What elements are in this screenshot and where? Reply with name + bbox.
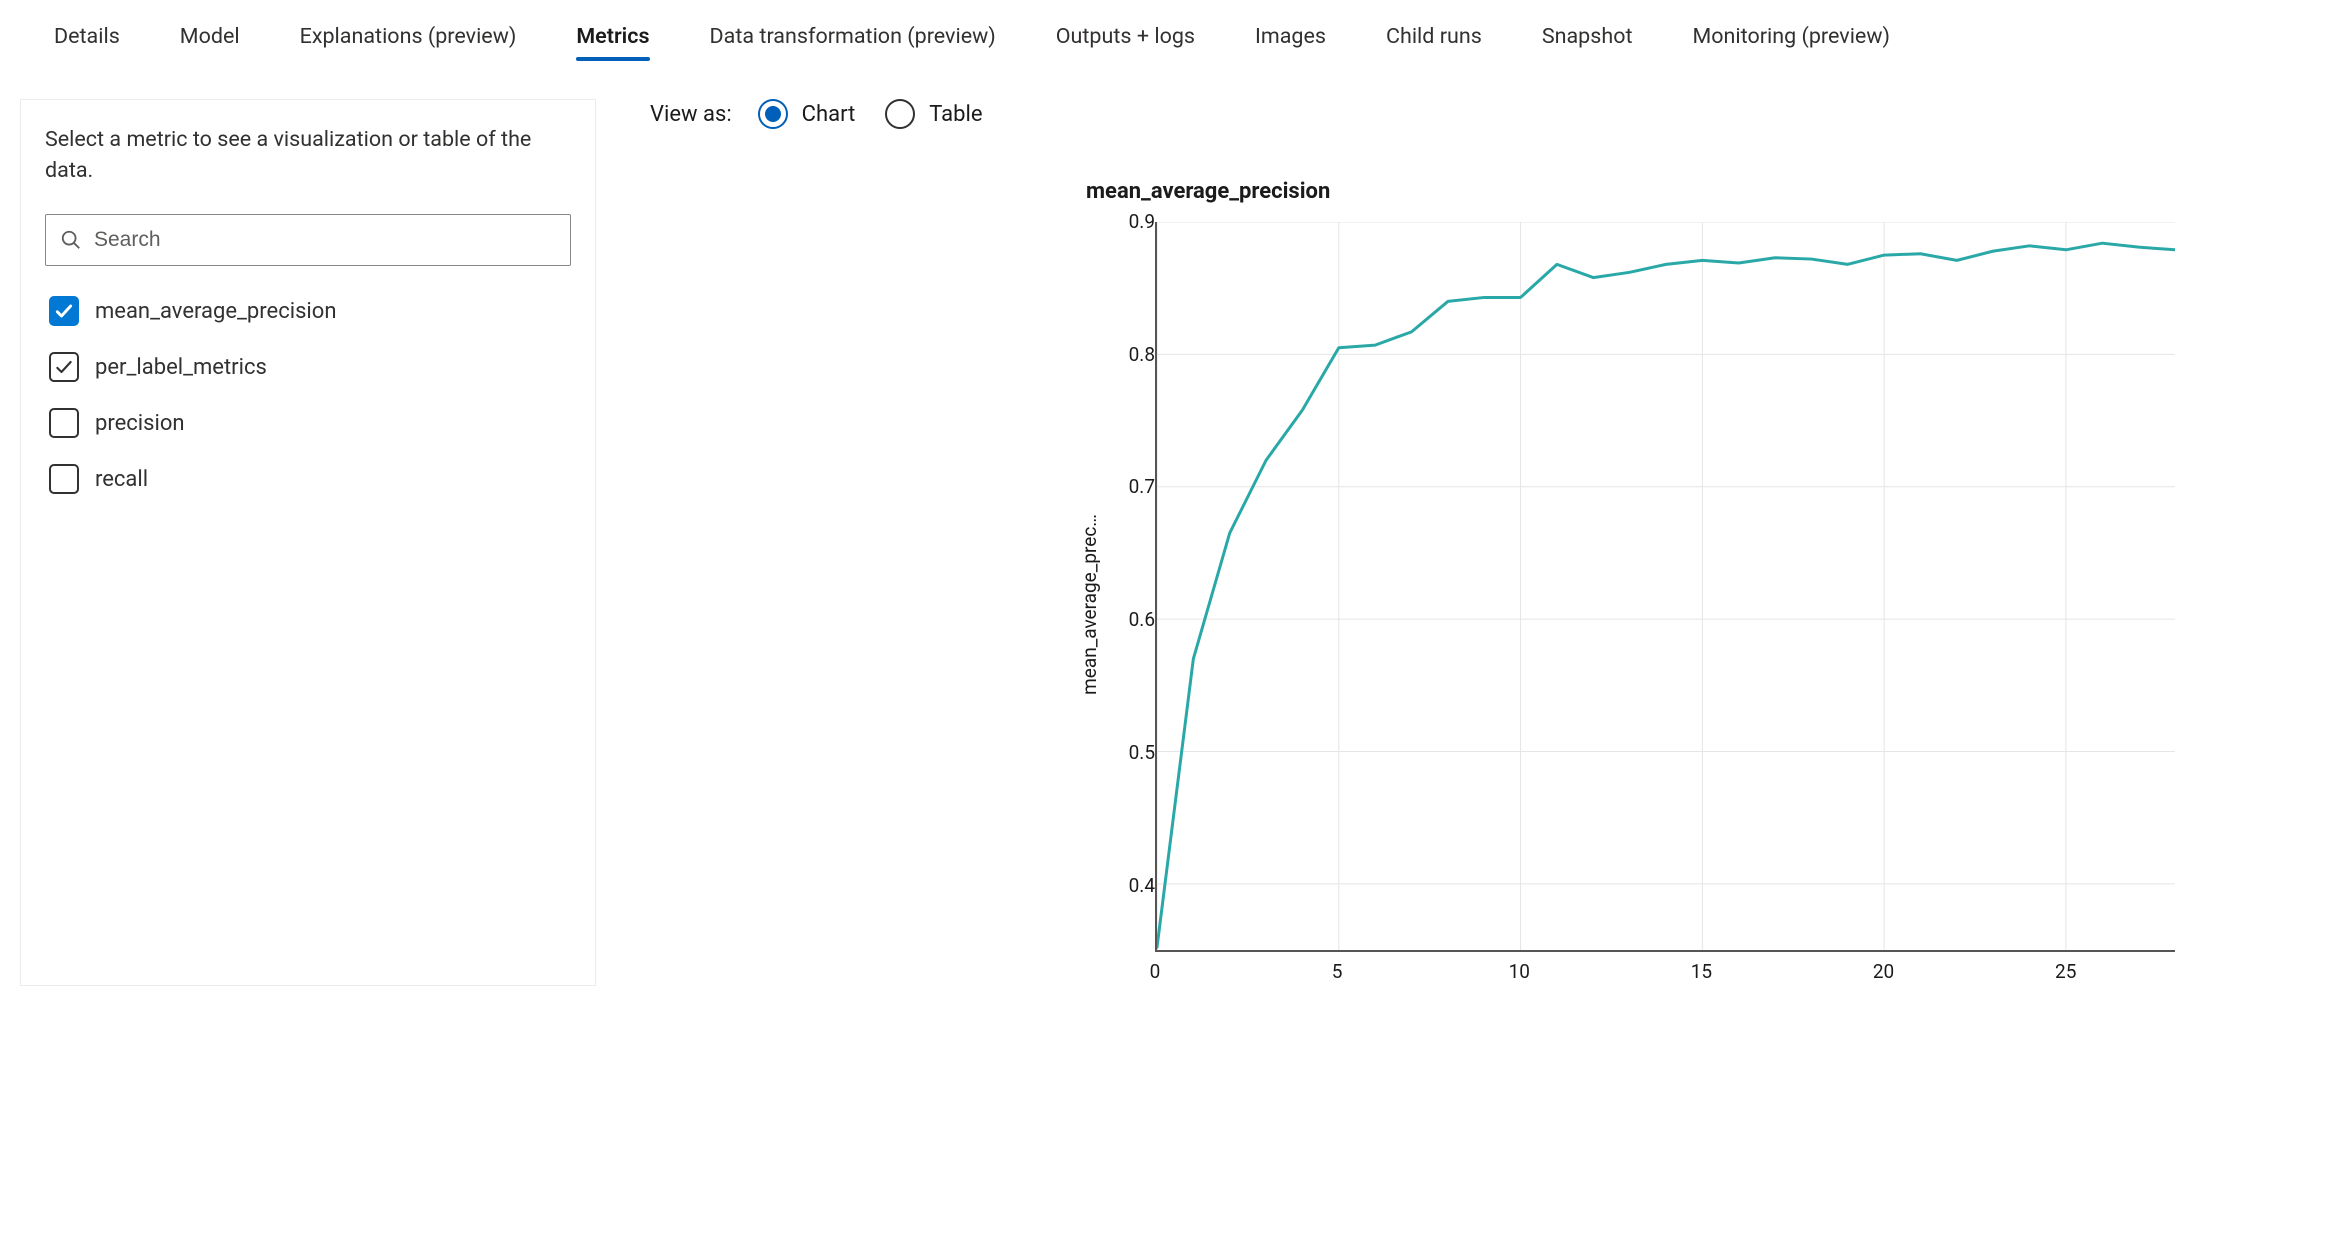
xtick-label: 20 bbox=[1873, 960, 1894, 983]
search-icon bbox=[60, 229, 82, 251]
ytick-label: 0.7 bbox=[1129, 475, 1155, 498]
xtick-label: 15 bbox=[1691, 960, 1712, 983]
view-as-table[interactable]: Table bbox=[885, 99, 982, 129]
tab-images[interactable]: Images bbox=[1225, 12, 1356, 67]
radio-label: Chart bbox=[802, 102, 856, 127]
tab-child-runs[interactable]: Child runs bbox=[1356, 12, 1512, 67]
ytick-label: 0.9 bbox=[1129, 210, 1155, 233]
view-as-group: View as: Chart Table bbox=[644, 99, 2322, 129]
search-input-wrapper[interactable] bbox=[45, 214, 571, 266]
tab-details[interactable]: Details bbox=[24, 12, 150, 67]
metric-item-precision[interactable]: precision bbox=[49, 408, 571, 438]
checkbox-precision[interactable] bbox=[49, 408, 79, 438]
view-as-chart[interactable]: Chart bbox=[758, 99, 856, 129]
metric-label: per_label_metrics bbox=[95, 355, 267, 380]
chart-xticks: 0510152025 bbox=[1155, 952, 2175, 986]
search-input[interactable] bbox=[82, 227, 556, 253]
metric-label: recall bbox=[95, 467, 148, 492]
chart-plot-area[interactable] bbox=[1155, 222, 2175, 952]
chart-title: mean_average_precision bbox=[1086, 179, 2322, 204]
xtick-label: 0 bbox=[1150, 960, 1161, 983]
chart-ylabel: mean_average_prec… bbox=[1074, 514, 1105, 695]
tab-model[interactable]: Model bbox=[150, 12, 270, 67]
metric-item-recall[interactable]: recall bbox=[49, 464, 571, 494]
checkbox-mean_average_precision[interactable] bbox=[49, 296, 79, 326]
radio-table[interactable] bbox=[885, 99, 915, 129]
checkbox-recall[interactable] bbox=[49, 464, 79, 494]
tab-metrics[interactable]: Metrics bbox=[546, 12, 679, 67]
metric-label: precision bbox=[95, 411, 185, 436]
checkbox-per_label_metrics[interactable] bbox=[49, 352, 79, 382]
metric-label: mean_average_precision bbox=[95, 299, 336, 324]
view-as-options: Chart Table bbox=[758, 99, 983, 129]
metric-list: mean_average_precision per_label_metricsp… bbox=[45, 292, 571, 494]
metrics-sidebar: Select a metric to see a visualization o… bbox=[20, 99, 596, 986]
tab-data-transformation-preview[interactable]: Data transformation (preview) bbox=[680, 12, 1026, 67]
tabs-bar: DetailsModelExplanations (preview)Metric… bbox=[0, 0, 2346, 67]
chart-yticks: 0.90.80.70.60.50.4 bbox=[1105, 222, 1155, 952]
tab-explanations-preview[interactable]: Explanations (preview) bbox=[270, 12, 547, 67]
chart-panel: mean_average_precision mean_average_prec… bbox=[1074, 179, 2322, 986]
radio-chart[interactable] bbox=[758, 99, 788, 129]
sidebar-description: Select a metric to see a visualization o… bbox=[45, 124, 571, 186]
ytick-label: 0.5 bbox=[1129, 741, 1155, 764]
tab-outputs-logs[interactable]: Outputs + logs bbox=[1026, 12, 1225, 67]
tab-monitoring-preview[interactable]: Monitoring (preview) bbox=[1662, 12, 1919, 67]
tab-snapshot[interactable]: Snapshot bbox=[1512, 12, 1663, 67]
view-as-label: View as: bbox=[650, 102, 732, 127]
metric-item-per_label_metrics[interactable]: per_label_metrics bbox=[49, 352, 571, 382]
radio-label: Table bbox=[929, 102, 982, 127]
xtick-label: 25 bbox=[2055, 960, 2076, 983]
ytick-label: 0.4 bbox=[1129, 874, 1155, 897]
chart-line bbox=[1157, 222, 2175, 950]
xtick-label: 5 bbox=[1332, 960, 1343, 983]
xtick-label: 10 bbox=[1509, 960, 1530, 983]
main-area: Select a metric to see a visualization o… bbox=[0, 67, 2346, 986]
metric-item-mean_average_precision[interactable]: mean_average_precision bbox=[49, 296, 571, 326]
ytick-label: 0.8 bbox=[1129, 343, 1155, 366]
ytick-label: 0.6 bbox=[1129, 608, 1155, 631]
content-column: View as: Chart Table mean_average_precisi… bbox=[644, 99, 2322, 986]
chart-plot-row: mean_average_prec… 0.90.80.70.60.50.4 05… bbox=[1074, 222, 2322, 986]
